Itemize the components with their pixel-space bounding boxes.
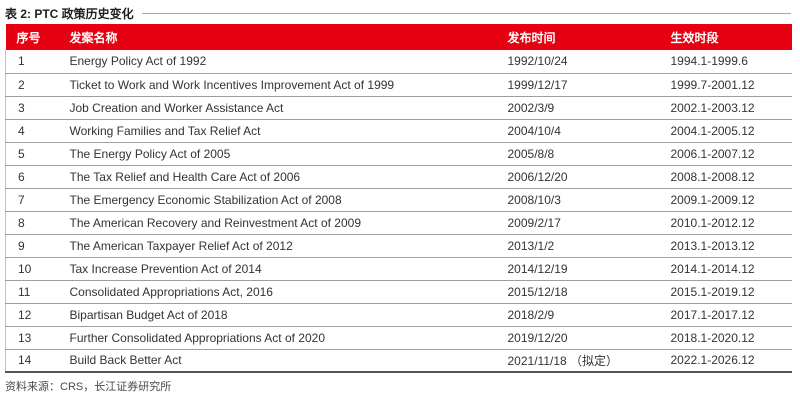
- ptc-policy-table: 序号 发案名称 发布时间 生效时段 1 Energy Policy Act of …: [5, 24, 792, 373]
- cell-name: Build Back Better Act: [60, 349, 499, 373]
- cell-published: 2005/8/8: [498, 142, 662, 166]
- column-header-effective: 生效时段: [661, 24, 792, 50]
- cell-name: The Tax Relief and Health Care Act of 20…: [60, 165, 499, 189]
- column-header-no: 序号: [5, 24, 61, 50]
- cell-effective: 2017.1-2017.12: [661, 303, 792, 327]
- cell-effective: 1999.7-2001.12: [661, 73, 792, 97]
- data-source-note: 资料来源：CRS，长江证券研究所: [5, 381, 172, 393]
- cell-effective: 2004.1-2005.12: [661, 119, 792, 143]
- cell-effective: 2015.1-2019.12: [661, 280, 792, 304]
- cell-published: 2004/10/4: [498, 119, 662, 143]
- cell-name: Working Families and Tax Relief Act: [60, 119, 499, 143]
- header-row: 序号 发案名称 发布时间 生效时段: [5, 24, 792, 50]
- cell-effective: 2018.1-2020.12: [661, 326, 792, 350]
- cell-effective: 2006.1-2007.12: [661, 142, 792, 166]
- cell-name: Further Consolidated Appropriations Act …: [60, 326, 499, 350]
- table-title-row: 表 2: PTC 政策历史变化: [5, 4, 791, 22]
- cell-effective: 1994.1-1999.6: [661, 50, 792, 74]
- cell-no: 1: [5, 50, 61, 74]
- cell-published: 2006/12/20: [498, 165, 662, 189]
- table-row: 13 Further Consolidated Appropriations Ac…: [5, 326, 792, 350]
- cell-effective: 2013.1-2013.12: [661, 234, 792, 258]
- cell-no: 3: [5, 96, 61, 120]
- table-row: 10 Tax Increase Prevention Act of 2014 201…: [5, 257, 792, 281]
- table-row: 8 The American Recovery and Reinvestment …: [5, 211, 792, 235]
- cell-name: Job Creation and Worker Assistance Act: [60, 96, 499, 120]
- cell-no: 9: [5, 234, 61, 258]
- cell-name: Consolidated Appropriations Act, 2016: [60, 280, 499, 304]
- cell-published: 2019/12/20: [498, 326, 662, 350]
- table-row: 14 Build Back Better Act 2021/11/18 （拟定） 20…: [5, 349, 792, 373]
- column-header-name: 发案名称: [60, 24, 499, 50]
- table-title: 表 2: PTC 政策历史变化: [5, 6, 134, 21]
- cell-no: 5: [5, 142, 61, 166]
- cell-published: 1992/10/24: [498, 50, 662, 74]
- table-row: 12 Bipartisan Budget Act of 2018 2018/2/9 2…: [5, 303, 792, 327]
- cell-no: 2: [5, 73, 61, 97]
- cell-name: Tax Increase Prevention Act of 2014: [60, 257, 499, 281]
- cell-published: 2021/11/18 （拟定）: [498, 349, 662, 373]
- cell-name: Ticket to Work and Work Incentives Impro…: [60, 73, 499, 97]
- table-body: 1 Energy Policy Act of 1992 1992/10/24 1994…: [5, 50, 792, 373]
- cell-name: Energy Policy Act of 1992: [60, 50, 499, 74]
- cell-effective: 2002.1-2003.12: [661, 96, 792, 120]
- cell-name: The Energy Policy Act of 2005: [60, 142, 499, 166]
- cell-name: The Emergency Economic Stabilization Act…: [60, 188, 499, 212]
- cell-effective: 2008.1-2008.12: [661, 165, 792, 189]
- cell-name: The American Taxpayer Relief Act of 2012: [60, 234, 499, 258]
- cell-no: 11: [5, 280, 61, 304]
- column-header-published: 发布时间: [498, 24, 662, 50]
- cell-published: 2015/12/18: [498, 280, 662, 304]
- cell-effective: 2022.1-2026.12: [661, 349, 792, 373]
- cell-no: 10: [5, 257, 61, 281]
- table-row: 5 The Energy Policy Act of 2005 2005/8/8 20…: [5, 142, 792, 166]
- cell-name: Bipartisan Budget Act of 2018: [60, 303, 499, 327]
- title-rule-line: [141, 12, 791, 14]
- cell-effective: 2014.1-2014.12: [661, 257, 792, 281]
- cell-published: 2014/12/19: [498, 257, 662, 281]
- cell-published: 2009/2/17: [498, 211, 662, 235]
- table-row: 3 Job Creation and Worker Assistance Act 2…: [5, 96, 792, 120]
- cell-effective: 2010.1-2012.12: [661, 211, 792, 235]
- cell-no: 6: [5, 165, 61, 189]
- cell-published: 2018/2/9: [498, 303, 662, 327]
- table-row: 11 Consolidated Appropriations Act, 2016 2…: [5, 280, 792, 304]
- cell-name: The American Recovery and Reinvestment A…: [60, 211, 499, 235]
- table-row: 9 The American Taxpayer Relief Act of 201…: [5, 234, 792, 258]
- cell-published: 2013/1/2: [498, 234, 662, 258]
- cell-no: 14: [5, 349, 61, 373]
- table-row: 1 Energy Policy Act of 1992 1992/10/24 1994…: [5, 50, 792, 74]
- table-row: 6 The Tax Relief and Health Care Act of 2…: [5, 165, 792, 189]
- cell-no: 12: [5, 303, 61, 327]
- cell-no: 4: [5, 119, 61, 143]
- cell-no: 8: [5, 211, 61, 235]
- cell-published: 2008/10/3: [498, 188, 662, 212]
- cell-published: 2002/3/9: [498, 96, 662, 120]
- table-row: 7 The Emergency Economic Stabilization Ac…: [5, 188, 792, 212]
- cell-published: 1999/12/17: [498, 73, 662, 97]
- table-header: 序号 发案名称 发布时间 生效时段: [5, 24, 792, 50]
- cell-no: 7: [5, 188, 61, 212]
- table-row: 2 Ticket to Work and Work Incentives Impr…: [5, 73, 792, 97]
- table-row: 4 Working Families and Tax Relief Act 2004…: [5, 119, 792, 143]
- cell-no: 13: [5, 326, 61, 350]
- cell-effective: 2009.1-2009.12: [661, 188, 792, 212]
